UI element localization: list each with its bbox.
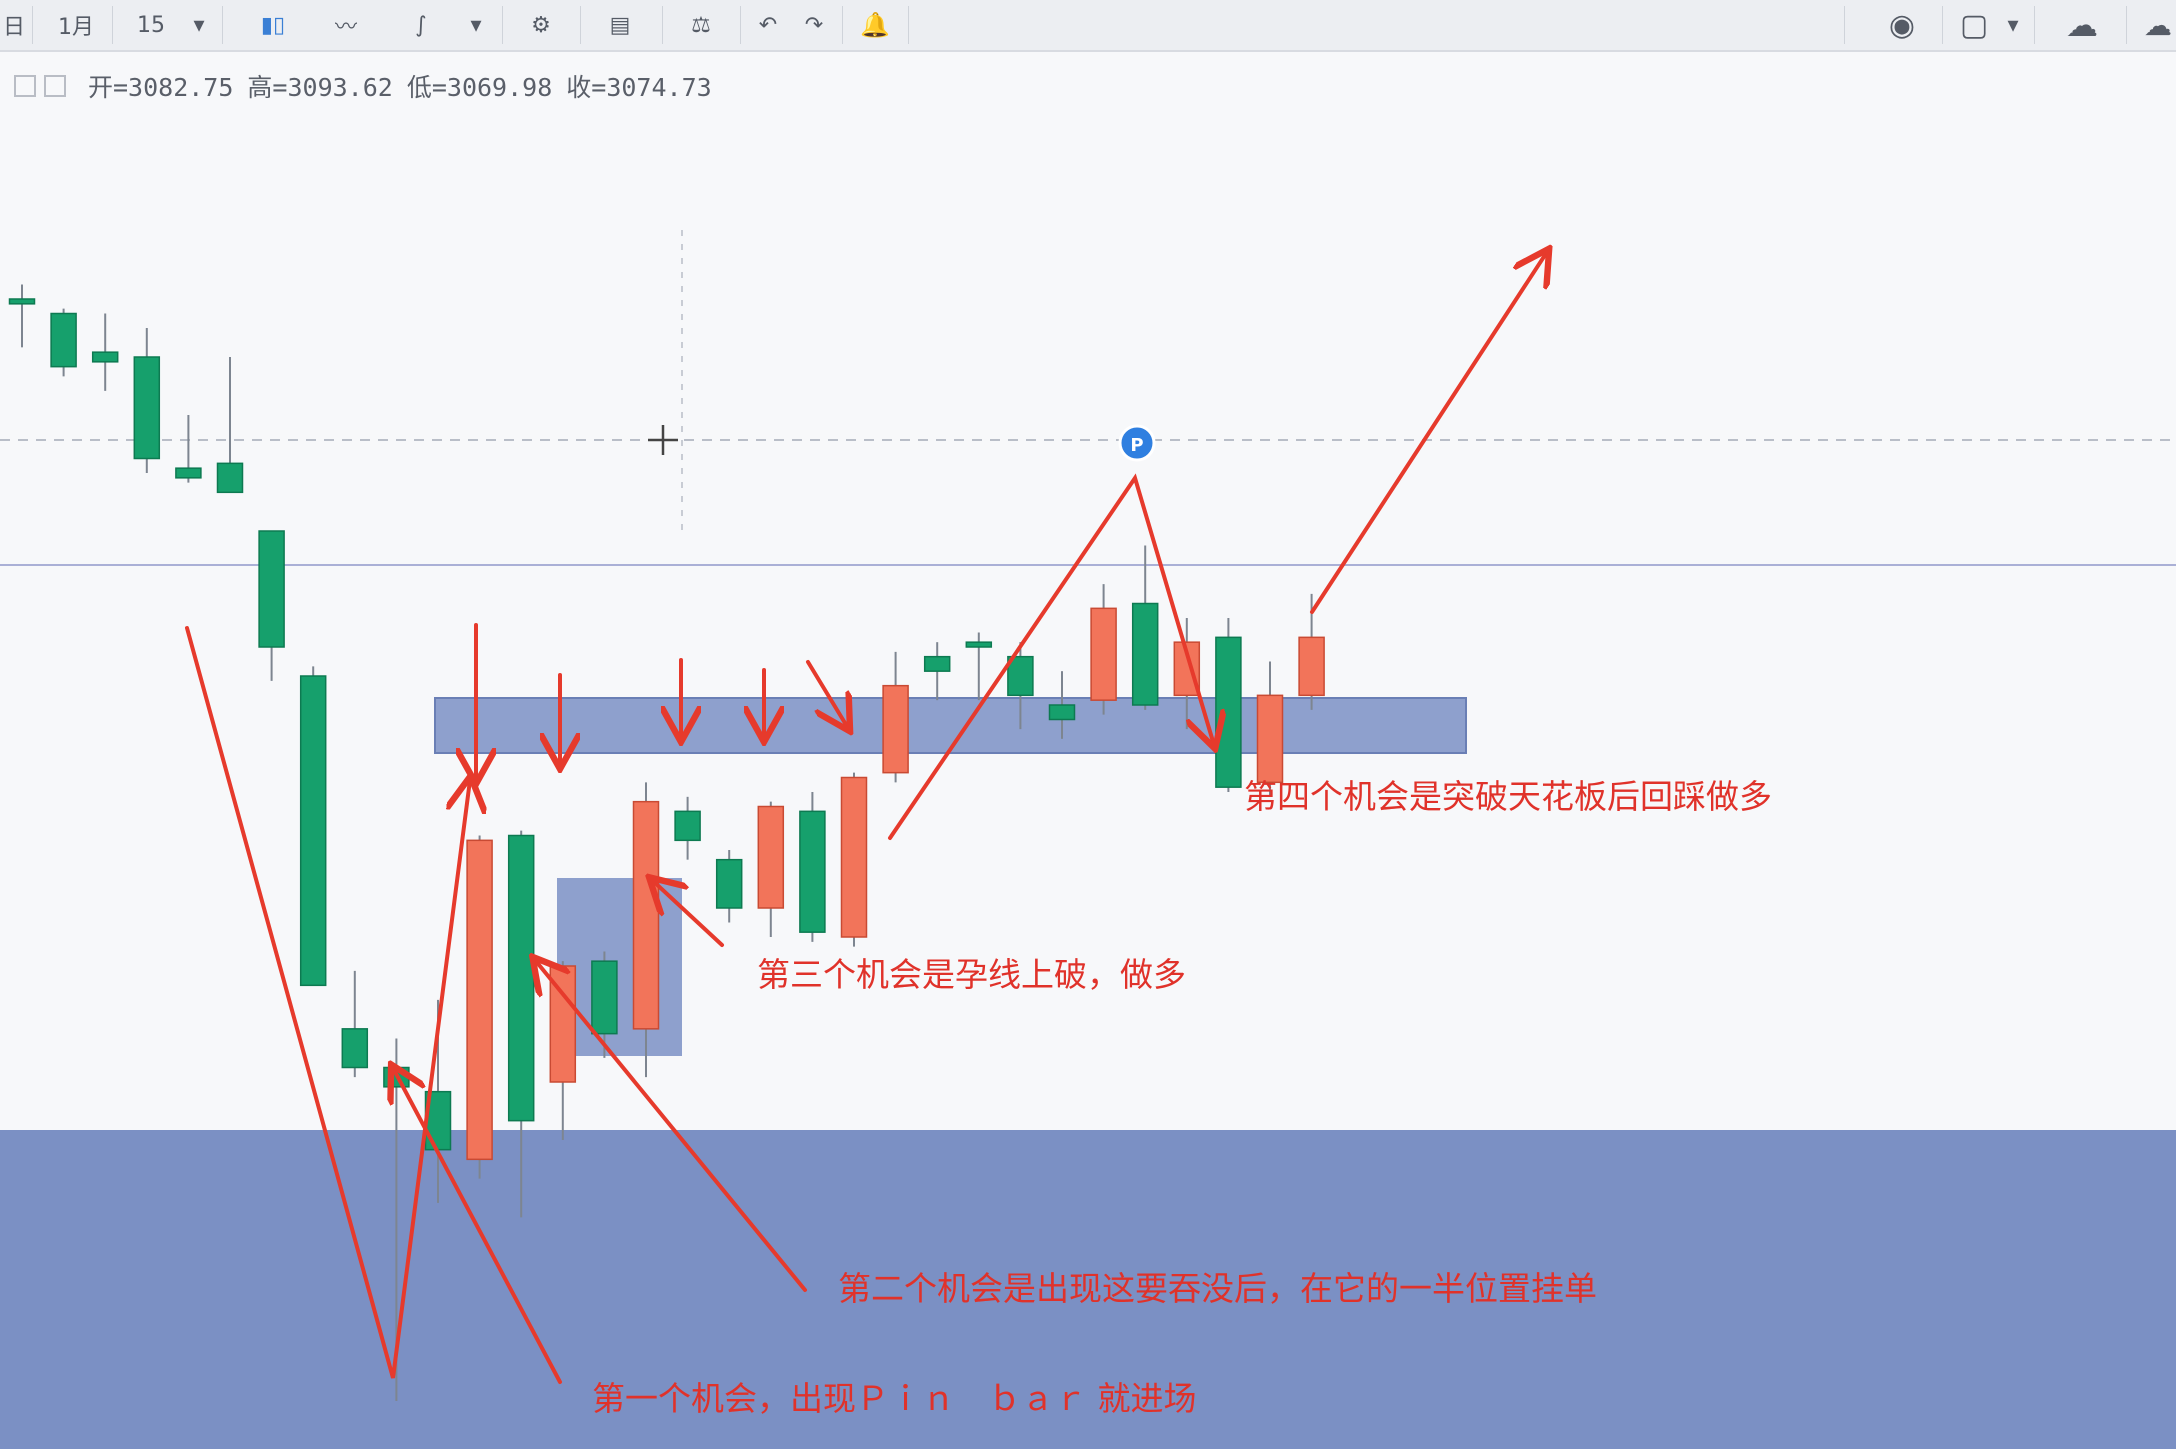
candle-body (591, 960, 618, 1035)
period-month-button[interactable]: 1月 (58, 15, 94, 40)
candle (715, 850, 743, 923)
open-value: 开=3082.75 (88, 73, 234, 102)
indicator-dropdown-icon[interactable]: ▾ (470, 12, 482, 38)
candle-body (965, 641, 993, 648)
candle-body (1298, 636, 1325, 697)
candle (1090, 584, 1117, 715)
candle-body (1048, 704, 1076, 721)
annotation-second-opportunity: 第二个机会是出现这要吞没后，在它的一半位置挂单 (838, 1269, 1597, 1308)
candle (175, 415, 202, 483)
redo-icon[interactable]: ↷ (804, 12, 824, 38)
candle-body (923, 655, 951, 672)
candlestick-icon[interactable]: ▮▯ (260, 12, 286, 38)
price-marker-icon[interactable] (1118, 424, 1156, 462)
candle-body (507, 834, 535, 1122)
candle (1048, 671, 1076, 739)
close-value: 收=3074.73 (566, 73, 712, 102)
arrow-first-pinbar (393, 1068, 562, 1384)
minutes-button[interactable]: 15 (137, 12, 165, 38)
annotation-fourth-opportunity: 第四个机会是突破天花板后回踩做多 (1244, 777, 1772, 816)
candle (341, 970, 369, 1078)
compare-icon[interactable]: ▤ (609, 12, 631, 38)
candle-body (1215, 636, 1242, 788)
candle-body (757, 805, 785, 909)
support-zone (0, 1130, 2176, 1449)
chart-toolbar: 日 1月 15 ▾ ▮▯ 〰 ∫ ▾ ⚙ ▤ ⚖ ↶ ↷ 🔔 ◉ ▢ ▾ ☁ ☁ (0, 0, 2176, 52)
legend-toggle-icon[interactable] (14, 75, 36, 97)
arrow-second-engulf (535, 960, 807, 1292)
cloud-icon[interactable]: ☁ (2066, 6, 2098, 44)
crosshair-cursor-icon (648, 425, 678, 455)
period-day-button[interactable]: 日 (2, 15, 25, 40)
price-marker-label: P (1130, 435, 1143, 456)
candle-body (341, 1028, 369, 1069)
line-chart-icon[interactable]: 〰 (334, 15, 357, 40)
candle-body (175, 467, 202, 479)
cloud-sync-icon[interactable]: ☁ (2144, 8, 2172, 42)
candle (8, 284, 36, 348)
high-value: 高=3093.62 (247, 73, 393, 102)
candle-body (799, 810, 826, 933)
price-chart[interactable]: P (0, 52, 2176, 1449)
candle (799, 792, 826, 942)
candle-body (1007, 655, 1034, 697)
candle (299, 666, 327, 987)
candle-body (258, 530, 285, 648)
candle-body (1256, 694, 1284, 784)
candle-body (299, 675, 327, 987)
indicator-icon[interactable]: ∫ (415, 12, 427, 38)
candle (674, 796, 701, 860)
candle (50, 308, 77, 377)
arrow-down-5 (806, 660, 848, 728)
candle (549, 961, 577, 1140)
layout-dropdown-icon[interactable]: ▾ (2007, 12, 2019, 38)
camera-icon[interactable]: ◉ (1888, 7, 1916, 43)
candle (1007, 642, 1034, 730)
arrow-third-inside (652, 880, 724, 947)
candle (258, 530, 285, 681)
candle-body (632, 800, 660, 1030)
legend-settings-icon[interactable] (44, 75, 66, 97)
candle (1215, 618, 1242, 792)
candle (466, 835, 493, 1179)
candle (840, 772, 868, 947)
annotation-third-opportunity: 第三个机会是孕线上破，做多 (757, 955, 1186, 994)
candle (591, 951, 618, 1058)
layout-icon[interactable]: ▢ (1959, 7, 1989, 43)
dropdown-icon[interactable]: ▾ (193, 12, 205, 38)
candle (1298, 593, 1325, 710)
balance-icon[interactable]: ⚖ (691, 12, 711, 38)
arrow-first-v (185, 626, 470, 1379)
candle (757, 801, 785, 937)
candle (216, 357, 244, 494)
annotation-first-opportunity: 第一个机会，出现Ｐｉｎ ｂａｒ 就进场 (592, 1379, 1197, 1418)
candle-body (882, 684, 909, 774)
candle-body (216, 462, 244, 494)
arrow-fourth-breakout (888, 473, 1214, 840)
candle (965, 632, 993, 701)
candle-body (91, 351, 119, 363)
candle-body (1131, 602, 1159, 706)
candle (923, 642, 951, 701)
undo-icon[interactable]: ↶ (758, 12, 778, 38)
ohlc-legend: 开=3082.75 高=3093.62 低=3069.98 收=3074.73 (14, 68, 712, 104)
candle (1256, 661, 1284, 797)
candle-body (715, 858, 743, 909)
resistance-zone (434, 697, 1467, 754)
settings-icon[interactable]: ⚙ (531, 12, 551, 38)
candle-body (840, 776, 868, 938)
candle (91, 313, 119, 391)
arrow-fourth-continuation (1310, 252, 1547, 614)
candle-body (8, 298, 36, 305)
candle (882, 651, 909, 783)
candle-body (133, 356, 161, 460)
candle-body (50, 312, 77, 368)
candle-body (674, 810, 701, 842)
candle (133, 328, 161, 473)
candle (1131, 545, 1159, 710)
alert-icon[interactable]: 🔔 (860, 11, 890, 39)
low-value: 低=3069.98 (406, 73, 553, 102)
candle-body (1090, 607, 1117, 701)
candle-body (466, 839, 493, 1161)
